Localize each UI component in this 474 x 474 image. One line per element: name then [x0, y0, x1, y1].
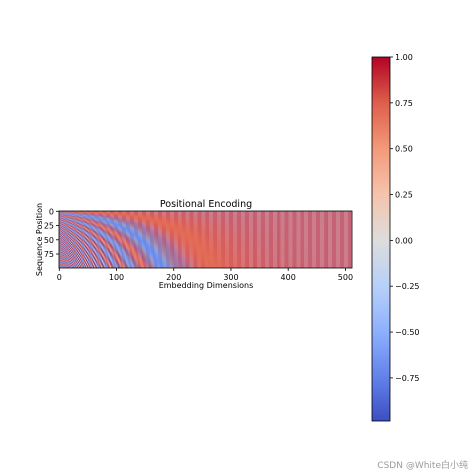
- x-axis: 0 100 200 300 400 500: [57, 268, 353, 282]
- x-tick-label: 100: [109, 273, 124, 282]
- colorbar-tick-label: −0.50: [395, 328, 420, 337]
- watermark: CSDN @White白小纯: [377, 461, 468, 471]
- colorbar-frame: [371, 56, 391, 422]
- colorbar-tick-label: 1.00: [395, 53, 413, 62]
- x-tick-label: 400: [281, 273, 296, 282]
- y-tick-label: 50: [44, 236, 54, 245]
- colorbar-tick-label: 0.75: [395, 99, 413, 108]
- y-tick-label: 75: [44, 250, 54, 259]
- colorbar-gradient: [372, 57, 390, 421]
- colorbar-tick-label: 0.00: [395, 236, 413, 245]
- heatmap-image: [59, 211, 352, 268]
- y-tick-label: 0: [49, 207, 54, 216]
- x-tick-label: 500: [338, 273, 353, 282]
- colorbar-tick-label: 0.25: [395, 191, 413, 200]
- colorbar-tick-label: −0.75: [395, 374, 420, 383]
- colorbar: [371, 56, 391, 422]
- x-tick-label: 0: [57, 273, 62, 282]
- x-tick-label: 200: [166, 273, 181, 282]
- colorbar-tick-label: −0.25: [395, 282, 420, 291]
- x-axis-label: Embedding Dimensions: [159, 281, 254, 290]
- colorbar-tick-label: 0.50: [395, 145, 413, 154]
- y-axis-label: Sequence Position: [35, 203, 44, 276]
- x-tick-label: 300: [223, 273, 238, 282]
- colorbar-ticks: 1.00 0.75 0.50 0.25 0.00 −0.25 −0.50 −0.75: [390, 53, 420, 383]
- chart-title: Positional Encoding: [160, 199, 252, 210]
- heatmap: [58, 210, 353, 269]
- y-axis: 0 25 50 75: [44, 207, 59, 259]
- y-tick-label: 25: [44, 222, 54, 231]
